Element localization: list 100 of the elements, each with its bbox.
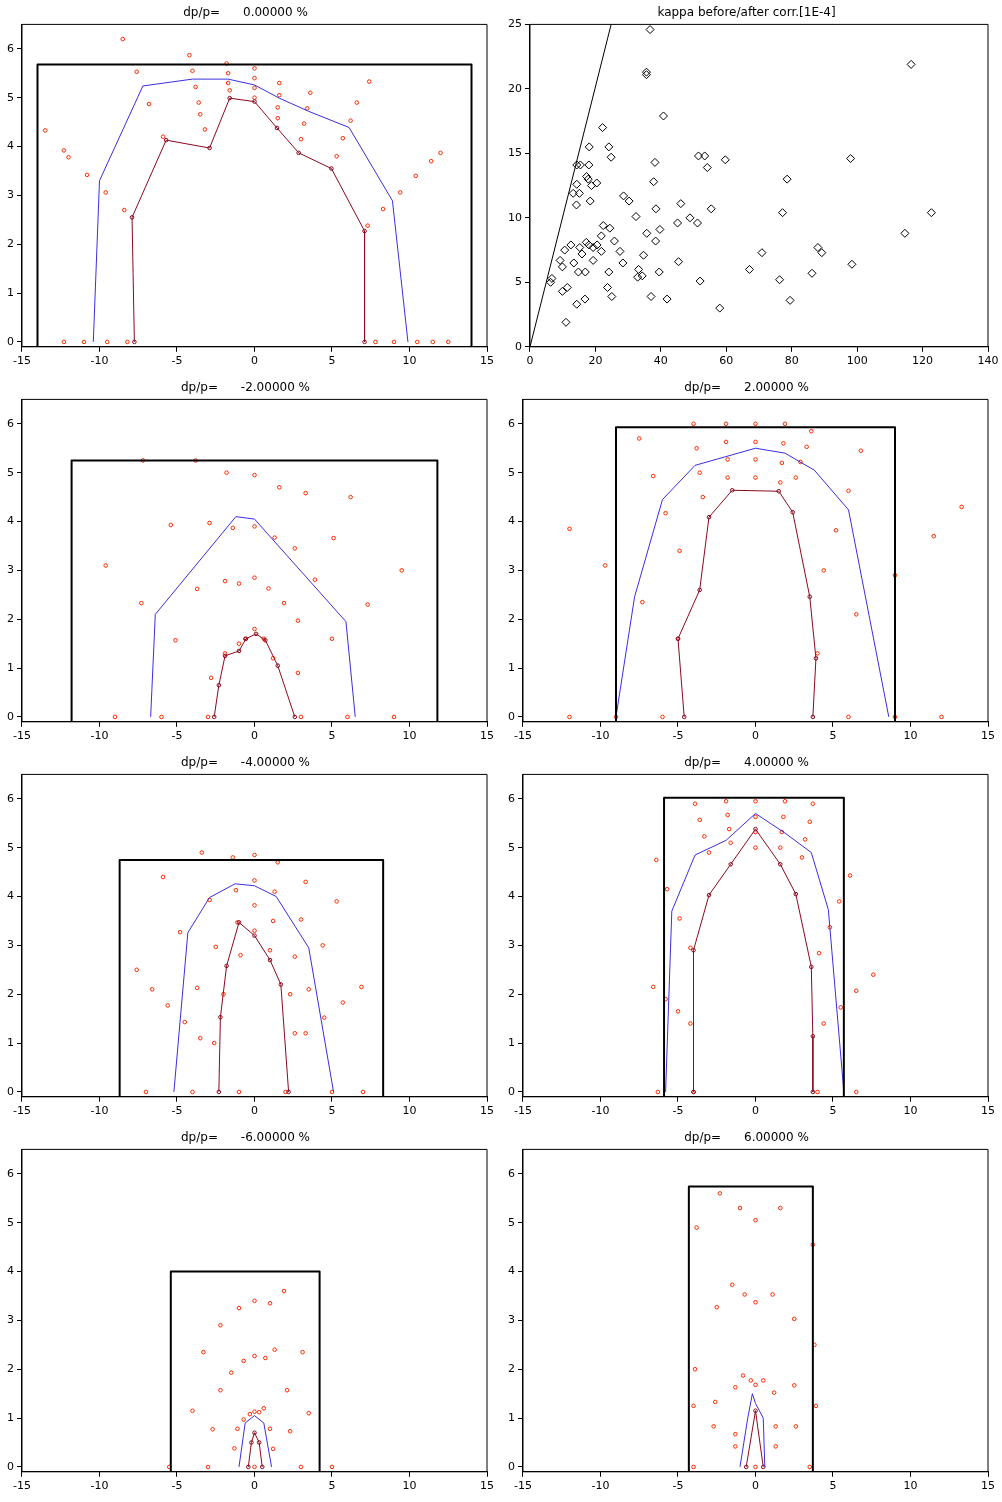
x-tick-label: 10 bbox=[402, 354, 417, 368]
y-tick-label: 1 bbox=[7, 660, 14, 674]
x-tick-label: 15 bbox=[480, 1104, 494, 1118]
x-tick-label: 40 bbox=[653, 354, 668, 368]
x-tick-label: -10 bbox=[90, 729, 109, 743]
x-tick-label: -15 bbox=[514, 1104, 532, 1118]
y-tick-label: 0 bbox=[508, 1084, 515, 1098]
x-tick-label: 5 bbox=[829, 729, 837, 743]
x-tick-label: 0 bbox=[251, 1104, 258, 1118]
y-tick-label: 4 bbox=[7, 514, 14, 528]
x-tick-label: -10 bbox=[591, 1104, 610, 1118]
x-tick-label: -10 bbox=[90, 1479, 109, 1493]
x-tick-label: 5 bbox=[328, 729, 336, 743]
x-tick-label: 5 bbox=[328, 354, 336, 368]
y-tick-label: 2 bbox=[7, 237, 14, 251]
chart-title: kappa before/after corr.[1E-4] bbox=[657, 5, 836, 20]
chart-title: dp/p= -2.00000 % bbox=[180, 380, 311, 395]
x-tick-label: -15 bbox=[514, 1479, 532, 1493]
y-tick-label: 6 bbox=[7, 416, 14, 430]
y-tick-label: 1 bbox=[7, 1410, 14, 1424]
y-tick-label: 0 bbox=[7, 334, 14, 348]
y-tick-label: 2 bbox=[7, 987, 14, 1001]
y-tick-label: 1 bbox=[508, 660, 515, 674]
y-tick-label: 1 bbox=[508, 1410, 515, 1424]
y-tick-label: 10 bbox=[508, 210, 522, 224]
x-tick-label: 10 bbox=[402, 1104, 417, 1118]
y-tick-label: 4 bbox=[7, 1264, 14, 1278]
y-tick-label: 5 bbox=[508, 465, 515, 479]
y-tick-label: 15 bbox=[508, 146, 522, 160]
y-tick-label: 5 bbox=[7, 1215, 14, 1229]
x-tick-label: -5 bbox=[171, 354, 183, 368]
x-tick-label: -15 bbox=[514, 729, 532, 743]
y-tick-label: 5 bbox=[508, 840, 515, 854]
x-tick-label: 20 bbox=[588, 354, 603, 368]
y-tick-label: 6 bbox=[508, 416, 515, 430]
x-tick-label: 10 bbox=[903, 1104, 918, 1118]
x-tick-label: -5 bbox=[171, 1479, 183, 1493]
x-tick-label: 15 bbox=[981, 1104, 995, 1118]
y-tick-label: 20 bbox=[508, 81, 522, 95]
y-tick-label: 3 bbox=[7, 1313, 14, 1327]
x-tick-label: 5 bbox=[829, 1104, 837, 1118]
x-tick-label: 10 bbox=[402, 1479, 417, 1493]
y-tick-label: 6 bbox=[7, 41, 14, 55]
x-tick-label: -10 bbox=[591, 729, 610, 743]
y-tick-label: 5 bbox=[7, 840, 14, 854]
x-tick-label: 140 bbox=[977, 354, 999, 368]
y-tick-label: 5 bbox=[7, 90, 14, 104]
y-tick-label: 2 bbox=[7, 1362, 14, 1376]
y-tick-label: 0 bbox=[508, 709, 515, 723]
x-tick-label: -5 bbox=[672, 729, 684, 743]
y-tick-label: 5 bbox=[515, 275, 522, 289]
chart-title: dp/p= 4.00000 % bbox=[684, 755, 809, 770]
x-tick-label: -5 bbox=[672, 1104, 684, 1118]
y-tick-label: 0 bbox=[7, 1084, 14, 1098]
x-tick-label: 10 bbox=[903, 729, 918, 743]
x-tick-label: 0 bbox=[251, 1479, 258, 1493]
y-tick-label: 1 bbox=[7, 1035, 14, 1049]
y-tick-label: 2 bbox=[508, 1362, 515, 1376]
x-tick-label: -15 bbox=[13, 729, 31, 743]
y-tick-label: 2 bbox=[7, 612, 14, 626]
y-tick-label: 2 bbox=[508, 612, 515, 626]
y-tick-label: 3 bbox=[7, 938, 14, 952]
x-tick-label: 0 bbox=[752, 729, 759, 743]
x-tick-label: -5 bbox=[171, 1104, 183, 1118]
chart-title: dp/p= 6.00000 % bbox=[684, 1130, 809, 1145]
y-tick-label: 0 bbox=[508, 1459, 515, 1473]
x-tick-label: 10 bbox=[402, 729, 417, 743]
y-tick-label: 4 bbox=[7, 889, 14, 903]
x-tick-label: 0 bbox=[251, 354, 258, 368]
x-tick-label: 15 bbox=[981, 1479, 995, 1493]
y-tick-label: 4 bbox=[7, 139, 14, 153]
y-tick-label: 4 bbox=[508, 1264, 515, 1278]
x-tick-label: -15 bbox=[13, 1479, 31, 1493]
x-tick-label: 80 bbox=[784, 354, 799, 368]
x-tick-label: 0 bbox=[752, 1479, 759, 1493]
y-tick-label: 6 bbox=[508, 791, 515, 805]
x-tick-label: 15 bbox=[480, 1479, 494, 1493]
chart-title: dp/p= -6.00000 % bbox=[180, 1130, 311, 1145]
y-tick-label: 3 bbox=[7, 563, 14, 577]
x-tick-label: -10 bbox=[591, 1479, 610, 1493]
y-tick-label: 0 bbox=[7, 709, 14, 723]
x-tick-label: 5 bbox=[829, 1479, 837, 1493]
y-tick-label: 5 bbox=[508, 1215, 515, 1229]
y-tick-label: 6 bbox=[7, 1166, 14, 1180]
y-tick-label: 25 bbox=[508, 17, 522, 31]
chart-title: dp/p= 0.00000 % bbox=[183, 5, 308, 20]
y-tick-label: 5 bbox=[7, 465, 14, 479]
x-tick-label: -10 bbox=[90, 354, 109, 368]
x-tick-label: -5 bbox=[171, 729, 183, 743]
x-tick-label: 0 bbox=[752, 1104, 759, 1118]
x-tick-label: 15 bbox=[480, 354, 494, 368]
x-tick-label: 5 bbox=[328, 1479, 336, 1493]
x-tick-label: -10 bbox=[90, 1104, 109, 1118]
y-tick-label: 6 bbox=[7, 791, 14, 805]
x-tick-label: 5 bbox=[328, 1104, 336, 1118]
y-tick-label: 1 bbox=[508, 1035, 515, 1049]
chart-title: dp/p= 2.00000 % bbox=[684, 380, 809, 395]
y-tick-label: 4 bbox=[508, 889, 515, 903]
x-tick-label: 15 bbox=[480, 729, 494, 743]
x-tick-label: 15 bbox=[981, 729, 995, 743]
